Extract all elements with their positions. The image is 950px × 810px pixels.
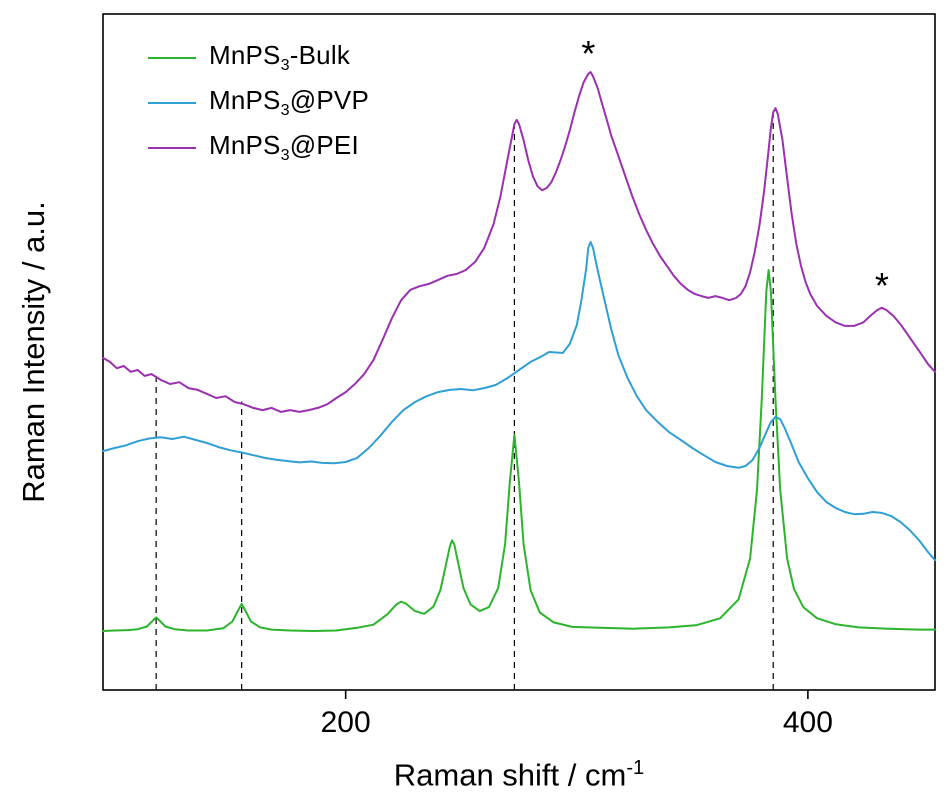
legend-swatch bbox=[148, 147, 196, 149]
plot-frame bbox=[102, 13, 936, 691]
legend-swatch bbox=[148, 102, 196, 104]
x-tick-label: 400 bbox=[783, 706, 833, 739]
legend-label-pvp: MnPS3@PVP bbox=[209, 85, 370, 120]
legend-item-pvp: MnPS3@PVP bbox=[148, 85, 369, 121]
asterisk-annotation: * bbox=[875, 265, 889, 306]
spectrum-line-MnPS3@PEI bbox=[102, 71, 936, 413]
x-axis-label: Raman shift / cm-1 bbox=[393, 757, 645, 793]
spectrum-line-MnPS3@PVP bbox=[102, 241, 936, 562]
legend-item-pei: MnPS3@PEI bbox=[148, 130, 369, 166]
x-tick-label: 200 bbox=[321, 706, 371, 739]
legend-item-bulk: MnPS3-Bulk bbox=[148, 40, 369, 76]
legend: MnPS3-Bulk MnPS3@PVP MnPS3@PEI bbox=[148, 40, 369, 166]
legend-label-pei: MnPS3@PEI bbox=[209, 130, 359, 165]
asterisk-annotation: * bbox=[581, 33, 595, 74]
y-axis-label: Raman Intensity / a.u. bbox=[16, 201, 51, 503]
legend-label-bulk: MnPS3-Bulk bbox=[209, 40, 351, 75]
legend-swatch bbox=[148, 57, 196, 59]
spectrum-line-MnPS3-Bulk bbox=[102, 269, 936, 632]
x-axis-label-exponent: -1 bbox=[626, 757, 645, 779]
